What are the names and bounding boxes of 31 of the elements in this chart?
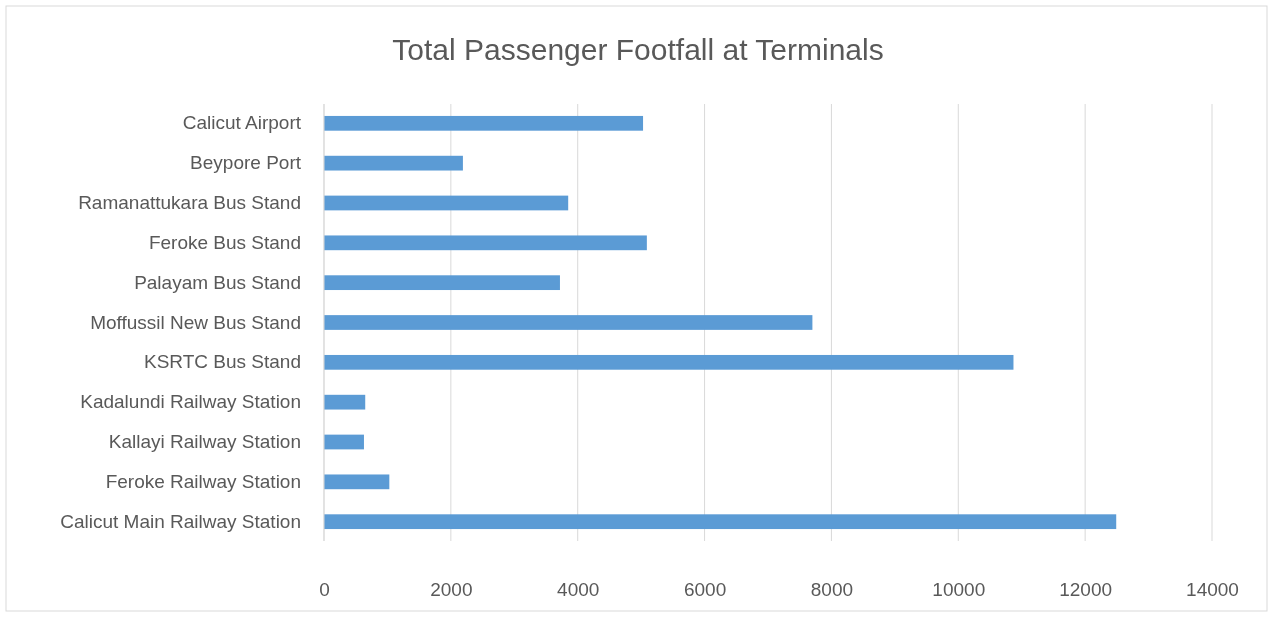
y-tick-label: Kallayi Railway Station bbox=[108, 431, 301, 453]
bar bbox=[324, 275, 560, 291]
bar bbox=[324, 434, 364, 450]
x-tick-label: 10000 bbox=[932, 579, 986, 601]
bar bbox=[324, 394, 366, 410]
x-tick-label: 2000 bbox=[430, 579, 473, 601]
y-tick-label: Feroke Railway Station bbox=[105, 470, 301, 492]
y-tick-label: Ramanattukara Bus Stand bbox=[78, 192, 301, 214]
bar bbox=[324, 315, 813, 330]
y-tick-label: Feroke Bus Stand bbox=[148, 231, 301, 253]
bar bbox=[324, 155, 463, 171]
bar bbox=[324, 195, 569, 211]
bar bbox=[324, 474, 390, 490]
x-tick-label: 6000 bbox=[683, 579, 727, 601]
bar bbox=[324, 354, 1014, 370]
chart-title: Total Passenger Footfall at Terminals bbox=[392, 33, 884, 66]
y-tick-label: Moffussil New Bus Stand bbox=[90, 311, 301, 333]
y-tick-label: Calicut Airport bbox=[182, 112, 302, 134]
y-tick-label: Palayam Bus Stand bbox=[134, 271, 301, 293]
x-tick-label: 14000 bbox=[1186, 579, 1239, 601]
y-tick-label: Calicut Main Railway Station bbox=[60, 510, 301, 532]
bar bbox=[324, 514, 1117, 530]
bar bbox=[324, 115, 644, 131]
y-tick-label: Beypore Port bbox=[190, 152, 302, 174]
x-tick-label: 4000 bbox=[557, 579, 600, 601]
y-tick-label: KSRTC Bus Stand bbox=[143, 351, 301, 373]
y-tick-label: Kadalundi Railway Station bbox=[80, 391, 301, 413]
x-tick-label: 0 bbox=[319, 579, 330, 601]
bar bbox=[324, 235, 647, 251]
x-tick-label: 8000 bbox=[810, 579, 854, 601]
x-tick-label: 12000 bbox=[1059, 579, 1113, 601]
